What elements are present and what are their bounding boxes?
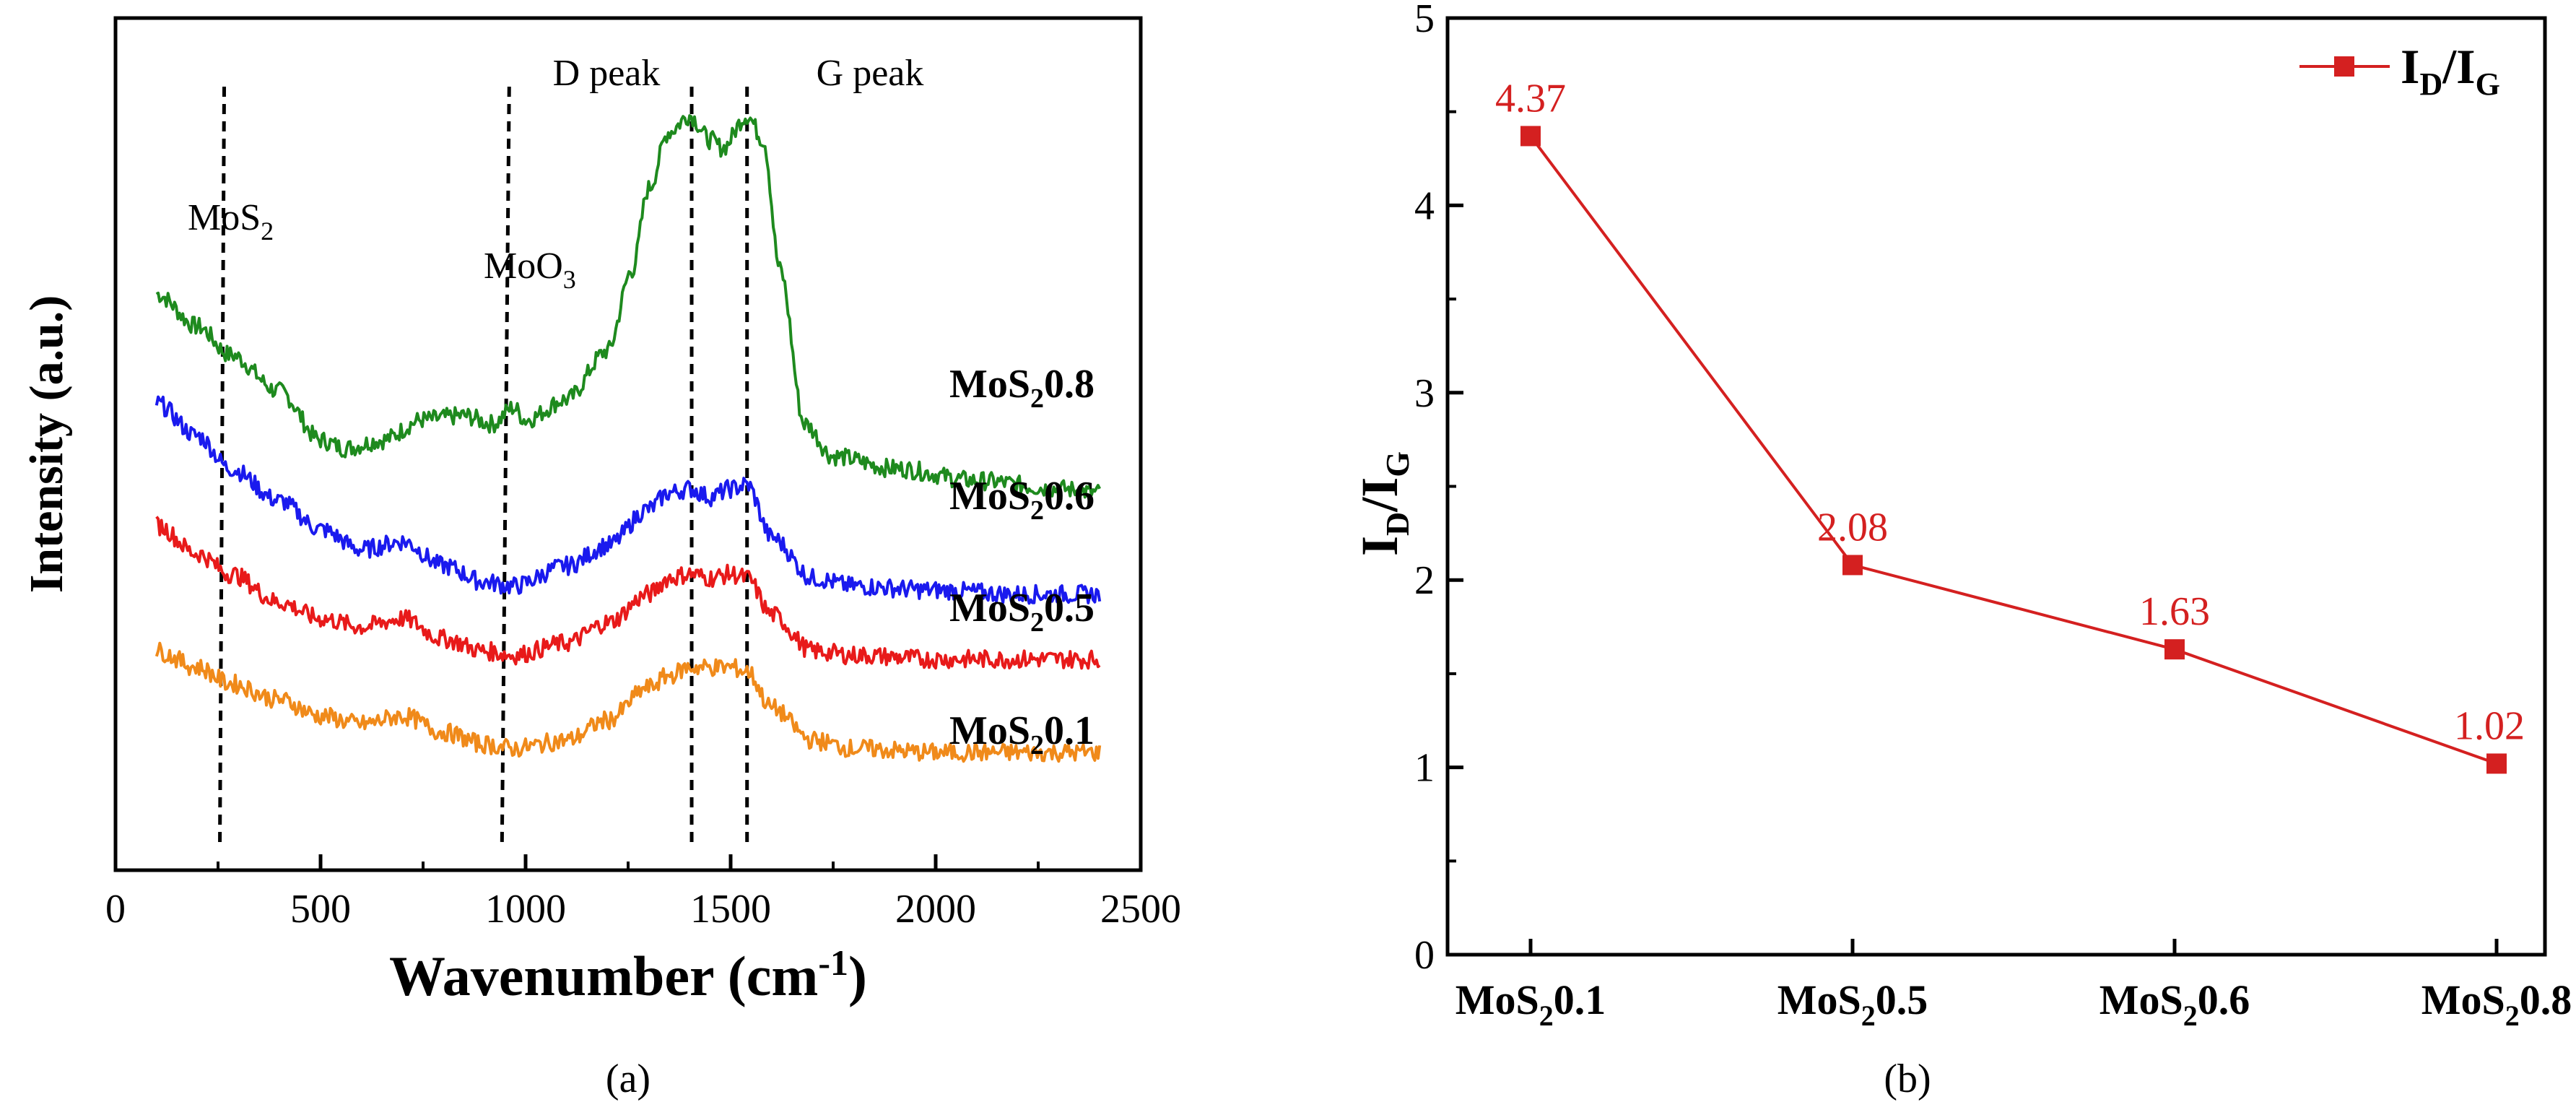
panel-a-x-axis-label: Wavenumber (cm-1) <box>389 942 867 1007</box>
x-category-label: MoS20.6 <box>2099 976 2250 1032</box>
ratio-data-label: 1.02 <box>2454 703 2525 748</box>
spectrum-mos2-0.1 <box>155 641 1102 763</box>
peak-annotation: D peak <box>553 53 661 94</box>
x-tick-label: 1000 <box>485 887 566 932</box>
series-label: MoS20.8 <box>949 362 1095 414</box>
panel-b-y-axis-label: ID/IG <box>1351 451 1416 556</box>
panel-b-series: 4.37 2.08 1.63 1.02 <box>1495 76 2525 774</box>
x-category-label: MoS20.1 <box>1455 976 1606 1032</box>
y-tick-label: 3 <box>1414 371 1435 416</box>
panel-b-frame <box>1445 16 2547 957</box>
panel-b-x-ticks: MoS20.1 MoS20.5 MoS20.6 MoS20.8 <box>1455 939 2572 1032</box>
spectrum-mos2-0.8 <box>155 114 1101 500</box>
y-tick-label: 4 <box>1414 183 1435 228</box>
ratio-data-label: 2.08 <box>1817 505 1888 550</box>
peak-guide-line <box>218 86 227 846</box>
ratio-point <box>2164 639 2185 660</box>
panel-b-chart: 0 1 2 3 4 5 MoS20.1 MoS20.5 MoS20.6 MoS20.8 4.37… <box>1351 0 2572 1101</box>
peak-annotation: MoO3 <box>484 246 576 294</box>
panel-b-legend: ID/IG <box>2299 39 2500 102</box>
ratio-point <box>1842 555 1863 576</box>
panel-a-x-ticks: 0 500 1000 1500 2000 2500 <box>105 854 1181 932</box>
x-tick-label: 1500 <box>690 887 771 932</box>
x-tick-label: 500 <box>290 887 351 932</box>
peak-annotation: G peak <box>817 53 924 94</box>
y-tick-label: 5 <box>1414 0 1435 41</box>
panel-b-y-ticks: 0 1 2 3 4 5 <box>1414 0 1463 978</box>
panel-a-annotations: D peak G peak MoS2 MoO3 <box>188 53 923 294</box>
y-tick-label: 0 <box>1414 933 1435 978</box>
ratio-point <box>2486 753 2507 774</box>
legend-label: ID/IG <box>2401 39 2500 102</box>
series-label: MoS20.1 <box>949 708 1095 760</box>
ratio-point <box>1520 126 1541 147</box>
ratio-data-label: 1.63 <box>2139 589 2210 634</box>
panel-a-series <box>155 114 1102 763</box>
series-label: MoS20.5 <box>949 586 1095 638</box>
panel-a-caption: (a) <box>606 1057 650 1101</box>
spectrum-mos2-0.6 <box>155 395 1102 605</box>
y-tick-label: 2 <box>1414 558 1435 603</box>
panel-b-caption: (b) <box>1884 1057 1931 1101</box>
ratio-data-label: 4.37 <box>1495 76 1566 121</box>
legend-marker <box>2334 56 2354 77</box>
peak-annotation: MoS2 <box>188 197 274 246</box>
x-category-label: MoS20.5 <box>1777 976 1928 1032</box>
x-tick-label: 0 <box>105 887 126 932</box>
x-category-label: MoS20.8 <box>2421 976 2572 1032</box>
ratio-line <box>1529 135 2497 765</box>
panel-a-guide-lines <box>218 86 749 846</box>
x-tick-label: 2000 <box>895 887 976 932</box>
peak-guide-line <box>500 86 511 846</box>
series-label: MoS20.6 <box>949 474 1095 526</box>
panel-a-chart: 0 500 1000 1500 2000 2500 D peak G peak MoS2 MoO… <box>20 16 1181 1101</box>
panel-a-series-labels: MoS20.8 MoS20.6 MoS20.5 MoS20.1 <box>949 362 1095 760</box>
x-tick-label: 2500 <box>1100 887 1181 932</box>
y-tick-label: 1 <box>1414 746 1435 791</box>
spectrum-mos2-0.5 <box>155 516 1101 670</box>
panel-a-y-axis-label: Intensity (a.u.) <box>20 295 73 594</box>
